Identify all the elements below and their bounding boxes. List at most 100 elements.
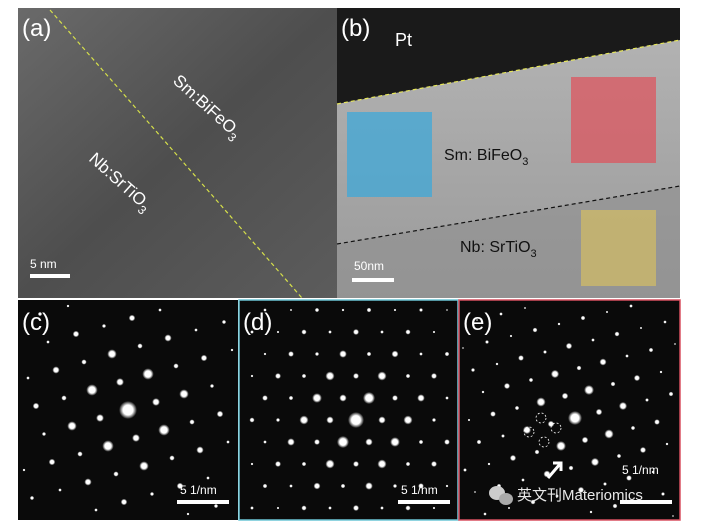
diffraction-spot	[639, 326, 643, 330]
arrow	[546, 461, 563, 479]
scale-bar	[620, 500, 672, 504]
diffraction-spot	[672, 515, 674, 517]
diffraction-spot	[128, 314, 136, 322]
diffraction-spot	[352, 328, 360, 336]
diffraction-spot	[362, 391, 376, 405]
diffraction-spot	[152, 398, 160, 406]
diffraction-spot	[326, 416, 334, 424]
diffraction-spot	[213, 503, 219, 509]
diffraction-spot	[377, 371, 387, 381]
diffraction-spot	[301, 373, 307, 379]
diffraction-spot	[328, 330, 332, 334]
diffraction-spot	[340, 483, 346, 489]
diffraction-spot	[521, 478, 525, 482]
diffraction-spot	[84, 478, 92, 486]
scale-bar-label: 5 1/nm	[622, 463, 659, 477]
diffraction-spot	[668, 391, 674, 397]
diffraction-spot	[52, 366, 60, 374]
diffraction-spot	[393, 308, 397, 312]
diffraction-spot	[314, 307, 320, 313]
subscript: 3	[531, 248, 537, 260]
diffraction-spot	[405, 505, 411, 511]
diffraction-spot	[230, 348, 234, 352]
diffraction-spot	[616, 453, 622, 459]
diffraction-spot	[490, 411, 496, 417]
diffraction-spot	[377, 459, 387, 469]
diffraction-spot	[495, 362, 499, 366]
diffraction-spot	[639, 446, 647, 454]
annotations: (c) 5 1/nm (d) 5 1/nm (e) 5 1/nm 英文刊Mate…	[22, 309, 672, 505]
diffraction-spot	[380, 330, 384, 334]
diffraction-spot	[581, 436, 589, 444]
diffraction-spot	[96, 414, 104, 422]
diffraction-spot	[250, 462, 254, 466]
diffraction-spot	[209, 383, 215, 389]
diffraction-spot	[630, 425, 636, 431]
diffraction-spot	[113, 471, 119, 477]
diffraction-spot	[301, 329, 307, 335]
diffraction-spot	[301, 461, 307, 467]
diffraction-spot	[463, 468, 467, 472]
diffraction-spot	[196, 446, 204, 454]
diffraction-spot	[568, 465, 574, 471]
diffraction-spot	[250, 374, 254, 378]
diffraction-spot	[612, 503, 618, 509]
diffraction-spot	[206, 476, 210, 480]
panel-b: (b) Pt Sm: BiFeO3 Nb: SrTiO3 50nm	[336, 8, 681, 298]
diffraction-spot	[534, 449, 540, 455]
text: Nb: SrTiO	[460, 239, 531, 256]
diffraction-spot	[485, 340, 489, 344]
diffraction-spot	[120, 498, 128, 506]
layer-label: Pt	[395, 30, 412, 50]
diffraction-spot	[431, 373, 437, 379]
diffraction-spot	[353, 461, 359, 467]
diffraction-spot	[462, 347, 464, 349]
diffraction-spot	[499, 312, 503, 316]
diffraction-spot	[648, 347, 654, 353]
diffraction-spot	[659, 370, 663, 374]
panel-label: (c)	[22, 309, 50, 336]
diffraction-spot	[29, 495, 35, 501]
diffraction-spot	[561, 392, 569, 400]
diffraction-spot	[37, 311, 43, 317]
diffraction-spot	[476, 319, 478, 321]
diffraction-spot	[107, 349, 117, 359]
diffraction-spot	[263, 308, 267, 312]
diffraction-spot	[194, 328, 198, 332]
diffraction-spot	[352, 504, 360, 512]
diffraction-spot	[530, 499, 536, 505]
diffraction-spot	[518, 355, 524, 361]
diffraction-spot	[503, 382, 511, 390]
diffraction-spot	[380, 506, 384, 510]
region-box	[571, 77, 656, 163]
diffraction-spot	[314, 351, 320, 357]
diffraction-spot	[604, 429, 614, 439]
diffraction-spot	[555, 494, 559, 498]
diffraction-spot	[32, 402, 40, 410]
diffraction-spot	[432, 506, 436, 510]
diffraction-spot	[405, 373, 411, 379]
diffraction-spot	[532, 327, 538, 333]
scale-bar	[177, 500, 229, 504]
watermark: 英文刊Materiomics	[517, 486, 643, 504]
diffraction-spot	[263, 352, 267, 356]
diffraction-spot	[556, 441, 566, 451]
diffraction-spot	[590, 457, 600, 467]
diffraction-spot	[378, 416, 386, 424]
diffraction-spot	[392, 483, 398, 489]
material-label: Sm: BiFeO3	[444, 147, 528, 168]
diffraction-spot	[629, 304, 633, 308]
diffraction-spot	[46, 340, 50, 344]
diffraction-spot	[580, 315, 586, 321]
panel-c	[18, 300, 238, 520]
diffraction-spot	[116, 378, 124, 386]
diffraction-spot	[509, 334, 513, 338]
diffraction-spot	[262, 395, 268, 401]
diffraction-spot	[618, 401, 628, 411]
diffraction-spot	[577, 486, 585, 494]
diffraction-spot	[137, 343, 143, 349]
diffraction-spot	[595, 408, 603, 416]
diffraction-spot	[176, 482, 184, 490]
diffraction-spot	[66, 304, 70, 308]
diffraction-spot	[599, 358, 607, 366]
